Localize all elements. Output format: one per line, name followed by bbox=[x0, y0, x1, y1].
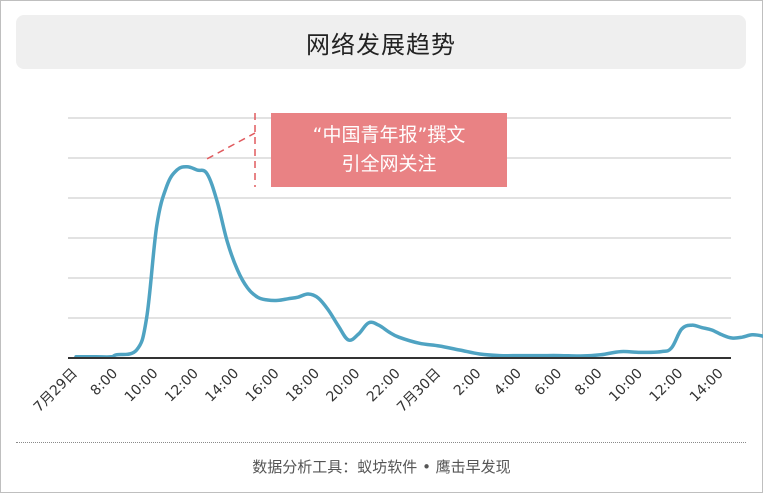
x-tick-label: 2:00 bbox=[451, 366, 485, 400]
title-bar: 网络发展趋势 bbox=[16, 15, 746, 69]
x-tick-label: 7月30日 bbox=[394, 366, 444, 416]
footer-credit: 数据分析工具：蚁坊软件 • 鹰击早发现 bbox=[252, 458, 511, 476]
annotation-text-line1: “中国青年报”撰文 bbox=[313, 124, 466, 146]
x-tick-label: 8:00 bbox=[88, 366, 122, 400]
x-tick-label: 14:00 bbox=[687, 366, 727, 406]
x-tick-label: 14:00 bbox=[202, 366, 242, 406]
x-tick-label: 4:00 bbox=[491, 366, 525, 400]
x-tick-label: 18:00 bbox=[283, 366, 323, 406]
x-tick-label: 6:00 bbox=[532, 366, 566, 400]
footer-divider bbox=[16, 442, 746, 443]
x-tick-label: 7月29日 bbox=[31, 366, 81, 416]
x-tick-label: 20:00 bbox=[324, 366, 364, 406]
annotation-box bbox=[271, 113, 507, 187]
annotation-leader bbox=[206, 132, 256, 160]
x-tick-label: 10:00 bbox=[606, 366, 646, 406]
series-line bbox=[74, 165, 763, 359]
annotation-text-line2: 引全网关注 bbox=[341, 153, 436, 175]
series-layer bbox=[74, 165, 763, 359]
x-tick-label: 12:00 bbox=[162, 366, 202, 406]
x-tick-label: 12:00 bbox=[646, 366, 686, 406]
chart-title: 网络发展趋势 bbox=[306, 30, 456, 59]
x-tick-label: 8:00 bbox=[572, 366, 606, 400]
x-tick-label: 16:00 bbox=[243, 366, 283, 406]
x-tick-label: 10:00 bbox=[122, 366, 162, 406]
x-tick-labels: 7月29日 8:00 10:00 12:00 14:00 16:00 18:00 20:00 2… bbox=[31, 366, 727, 416]
